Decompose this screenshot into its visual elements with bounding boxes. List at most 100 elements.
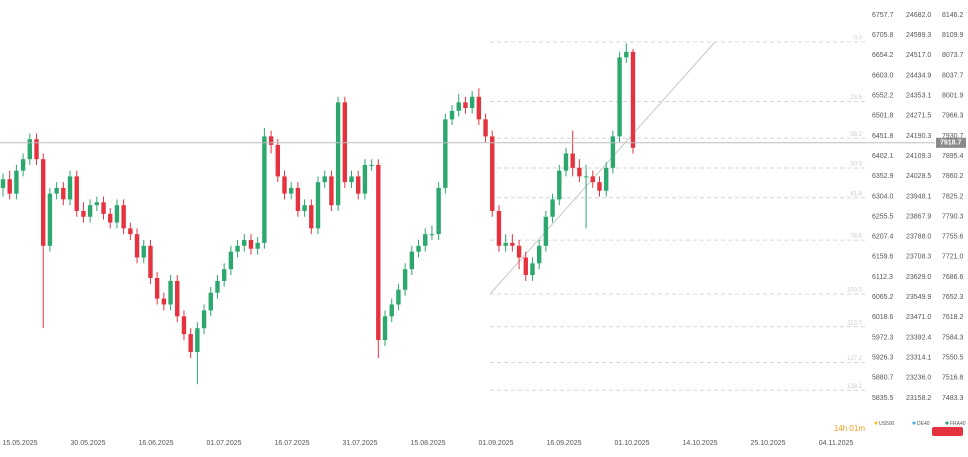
candle-body: [503, 242, 508, 246]
candle-body: [7, 179, 12, 194]
candle-body: [54, 187, 59, 194]
fib-label: 0.0: [854, 36, 863, 42]
y-tick-label: 23236.0: [906, 375, 931, 382]
candle-body: [429, 234, 435, 236]
y-tick-label: 6501.8: [872, 113, 894, 120]
candle-body: [181, 316, 187, 335]
y-tick-label: 23314.1: [906, 355, 931, 362]
y-tick-label: 8001.9: [942, 92, 964, 99]
candle-body: [295, 187, 301, 211]
countdown: 14h 01m: [834, 424, 865, 433]
candle-body: [530, 263, 535, 276]
y-tick-label: 7790.3: [942, 213, 964, 220]
candle-body: [322, 176, 327, 183]
candle-body: [409, 251, 415, 270]
y-tick-label: 7618.2: [942, 314, 964, 321]
y-tick-label: 6757.7: [872, 12, 894, 19]
candle-body: [516, 245, 522, 258]
candle-body: [456, 102, 461, 111]
x-tick-label: 01.09.2025: [478, 440, 513, 447]
y-tick-label: 23867.9: [906, 213, 931, 220]
candle-body: [188, 334, 193, 352]
y-tick-label: 24599.3: [906, 32, 931, 39]
y-tick-label: 23708.3: [906, 254, 931, 261]
x-tick-label: 14.10.2025: [682, 440, 717, 447]
candle-body: [476, 96, 482, 120]
candle-body: [101, 202, 106, 214]
y-tick-label: 7584.3: [942, 334, 964, 341]
candle-body: [436, 187, 441, 235]
sell-button[interactable]: [932, 427, 963, 436]
y-tick-label: 24028.5: [906, 173, 931, 180]
legend-dot: [945, 421, 949, 425]
y-tick-label: 6304.0: [872, 193, 894, 200]
x-tick-label: 16.06.2025: [138, 440, 173, 447]
candle-body: [282, 176, 287, 194]
candle-body: [369, 164, 374, 166]
candle-body: [27, 139, 33, 160]
candle-body: [329, 176, 334, 206]
y-tick-label: 6018.6: [872, 314, 894, 321]
candle-body: [570, 153, 575, 168]
last-price-badge: [936, 137, 966, 148]
candle-body: [617, 57, 622, 137]
y-tick-label: 23158.2: [906, 395, 931, 402]
candle-body: [603, 167, 609, 191]
fib-label: 38.2: [850, 132, 862, 138]
x-tick-label: 15.08.2025: [410, 440, 445, 447]
candle-body: [195, 328, 200, 352]
y-tick-label: 6603.0: [872, 72, 894, 79]
y-tick-label: 5926.3: [872, 355, 894, 362]
y-tick-label: 7550.5: [942, 355, 964, 362]
candle-body: [288, 187, 294, 194]
candle-body: [523, 257, 528, 276]
candle-body: [624, 51, 629, 58]
last-price-label: 7918.7: [940, 140, 962, 147]
candle-body: [168, 280, 173, 305]
candle-body: [14, 170, 19, 194]
candle-body: [416, 245, 421, 252]
candle-body: [483, 119, 488, 137]
candle-body: [221, 269, 227, 281]
candle-body: [268, 136, 274, 145]
candle-body: [235, 245, 240, 252]
y-tick-label: 5880.7: [872, 375, 894, 382]
x-tick-label: 01.07.2025: [206, 440, 241, 447]
y-tick-label: 7825.2: [942, 193, 964, 200]
y-tick-label: 23788.0: [906, 234, 931, 241]
y-tick-label: 6112.3: [872, 274, 893, 281]
x-tick-label: 31.07.2025: [342, 440, 377, 447]
candle-body: [114, 205, 120, 223]
y-tick-label: 7516.8: [942, 375, 964, 382]
y-tick-label: 6207.4: [872, 234, 894, 241]
candle-body: [335, 102, 341, 206]
candle-body: [389, 304, 394, 317]
y-tick-label: 6451.8: [872, 133, 894, 140]
candle-body: [201, 310, 207, 329]
legend-dot: [912, 421, 916, 425]
y-tick-label: 7755.6: [942, 234, 964, 241]
candle-body: [67, 176, 73, 200]
fib-label: 138.2: [847, 384, 863, 390]
y-tick-label: 7930.7: [942, 133, 964, 140]
y-tick-label: 6402.1: [872, 153, 894, 160]
candle-body: [141, 245, 146, 258]
fib-label: 113.0: [847, 320, 862, 326]
candle-body: [81, 210, 86, 217]
candle-body: [610, 136, 616, 168]
candle-body: [302, 205, 307, 211]
candle-body: [536, 245, 542, 264]
candle-body: [228, 251, 234, 270]
candle-body: [154, 277, 160, 299]
y-tick-label: 8073.7: [942, 52, 964, 59]
candle-body: [349, 176, 354, 183]
y-tick-label: 6352.9: [872, 173, 894, 180]
candle-body: [34, 139, 39, 160]
x-tick-label: 16.09.2025: [546, 440, 581, 447]
fib-label: 127.2: [847, 356, 863, 362]
fib-label: 50.0: [850, 162, 862, 168]
fib-label: 78.6: [850, 234, 862, 240]
y-tick-label: 5835.5: [872, 395, 894, 402]
candle-body: [583, 176, 589, 178]
